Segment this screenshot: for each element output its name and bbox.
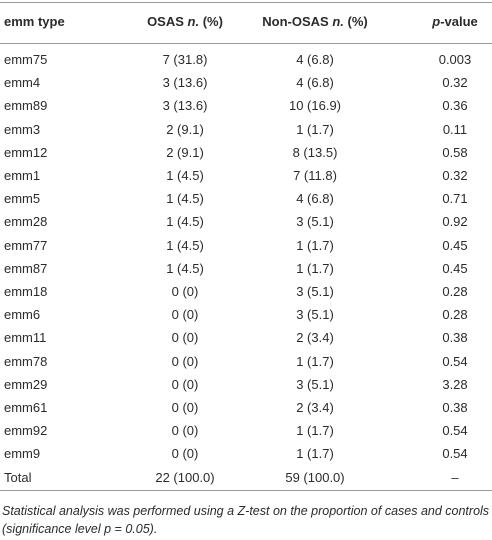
header-text: OSAS <box>147 14 188 29</box>
cell-value: 4 (6.8) <box>296 75 334 91</box>
cell-value: 10 (16.9) <box>288 98 342 114</box>
row-label: emm78 <box>4 353 48 369</box>
cell-value: 0.32 <box>442 75 468 91</box>
cell-value: 0.58 <box>442 144 468 160</box>
header-cell: Non-OSAS n. (%) <box>250 14 380 30</box>
cell-value: 0 (0) <box>171 446 199 462</box>
bottom-rule <box>0 490 492 491</box>
row-label: emm5 <box>4 191 41 207</box>
cell-value: 22 (100.0) <box>155 469 215 485</box>
cell-value: 0.71 <box>442 191 468 207</box>
row-label: emm11 <box>4 330 47 346</box>
cell-value: 1 (4.5) <box>166 168 204 183</box>
cell-value: 3 (5.1) <box>296 214 334 230</box>
header-cell: OSAS n. (%) <box>125 14 245 30</box>
cell-value: 0.38 <box>442 400 468 415</box>
cell-value: 3 (5.1) <box>296 284 334 299</box>
cell-value: 0 (0) <box>171 307 199 323</box>
cell-value: 7 (31.8) <box>162 52 208 67</box>
cell-value: 3.28 <box>442 376 468 392</box>
cell-value: 0.11 <box>442 121 468 137</box>
row-label: emm6 <box>4 307 41 323</box>
header-text: n. <box>332 14 344 29</box>
cell-value: 0.54 <box>442 423 468 439</box>
cell-value: 3 (5.1) <box>296 307 334 323</box>
row-label: emm75 <box>4 52 48 67</box>
cell-value: 0.54 <box>442 446 468 462</box>
row-label: emm89 <box>4 98 48 114</box>
cell-value: 3 (5.1) <box>296 376 334 392</box>
cell-value: 2 (9.1) <box>166 121 204 137</box>
cell-value: 0.92 <box>442 214 468 230</box>
cell-value: 0 (0) <box>171 330 199 346</box>
row-label: emm4 <box>4 75 41 91</box>
row-label: emm12 <box>4 144 48 160</box>
row-label: emm1 <box>4 168 41 183</box>
cell-value: 1 (1.7) <box>296 353 334 369</box>
header-rule <box>0 43 492 44</box>
cell-value: 0 (0) <box>171 353 199 369</box>
cell-value: 1 (1.7) <box>296 260 334 276</box>
row-label: emm61 <box>4 400 48 415</box>
table-note: Statistical analysis was performed using… <box>2 504 490 536</box>
row-label: emm77 <box>4 237 48 253</box>
row-label: emm18 <box>4 284 48 299</box>
header-text: p <box>432 14 441 29</box>
header-text: n. <box>187 14 200 29</box>
cell-value: 0 (0) <box>171 284 199 299</box>
cell-value: 0 (0) <box>171 376 199 392</box>
header-text: emm type <box>4 14 65 29</box>
cell-value: 2 (3.4) <box>296 400 334 415</box>
cell-value: 2 (9.1) <box>166 144 204 160</box>
cell-value: 1 (1.7) <box>296 121 334 137</box>
top-rule <box>0 2 492 3</box>
cell-value: 4 (6.8) <box>296 191 334 207</box>
cell-value: 1 (4.5) <box>166 260 204 276</box>
cell-value: 2 (3.4) <box>296 330 334 346</box>
row-label: emm29 <box>4 376 48 392</box>
cell-value: 1 (1.7) <box>296 237 334 253</box>
cell-value: 1 (4.5) <box>166 237 204 253</box>
cell-value: 0 (0) <box>171 423 199 439</box>
row-label: emm9 <box>4 446 41 462</box>
cell-value: 8 (13.5) <box>292 144 338 160</box>
header-text: Non-OSAS <box>262 14 333 29</box>
cell-value: 0.45 <box>442 237 468 253</box>
row-label: Total <box>4 469 32 485</box>
cell-value: 3 (13.6) <box>162 75 208 91</box>
cell-value: – <box>451 469 459 485</box>
cell-value: 1 (1.7) <box>296 423 334 439</box>
cell-value: 0.45 <box>442 260 468 276</box>
cell-value: 0 (0) <box>171 400 199 415</box>
row-label: emm28 <box>4 214 48 230</box>
header-text: (%) <box>199 14 223 29</box>
row-label: emm3 <box>4 121 41 137</box>
cell-value: 3 (13.6) <box>162 98 208 114</box>
cell-value: 0.28 <box>442 284 468 299</box>
cell-value: 0.32 <box>442 168 468 183</box>
row-label: emm92 <box>4 423 48 439</box>
cell-value: 1 (1.7) <box>296 446 334 462</box>
cell-value: 0.54 <box>442 353 468 369</box>
cell-value: 0.003 <box>438 52 472 67</box>
cell-value: 1 (4.5) <box>166 214 204 230</box>
header-text: -value <box>440 14 478 29</box>
header-cell: p-value <box>400 14 492 30</box>
cell-value: 7 (11.8) <box>293 168 337 183</box>
header-cell: emm type <box>4 14 124 30</box>
cell-value: 0.38 <box>442 330 468 346</box>
row-label: emm87 <box>4 260 48 276</box>
cell-value: 59 (100.0) <box>285 469 345 485</box>
header-text: (%) <box>343 14 368 29</box>
cell-value: 0.28 <box>442 307 468 323</box>
cell-value: 0.36 <box>442 98 468 114</box>
cell-value: 4 (6.8) <box>296 52 334 67</box>
cell-value: 1 (4.5) <box>166 191 204 207</box>
